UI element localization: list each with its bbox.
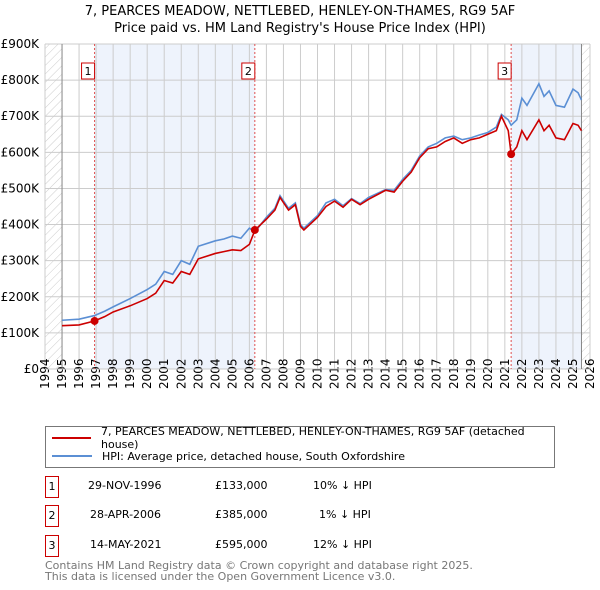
x-tick-label: 1996 xyxy=(72,358,86,389)
x-tick-label: 2024 xyxy=(549,358,563,389)
x-tick-label: 2006 xyxy=(242,358,256,389)
shade-period-3 xyxy=(511,44,582,369)
x-tick-label: 2002 xyxy=(174,358,188,389)
sale-point xyxy=(507,150,516,159)
sale-label-box xyxy=(241,62,256,80)
sale-row: 1 29-NOV-1996 £133,000 10% ↓ HPI xyxy=(45,476,445,498)
x-tick-label: 2008 xyxy=(276,358,290,389)
x-tick-label: 1997 xyxy=(89,358,103,389)
sale-row: 2 28-APR-2006 £385,000 1% ↓ HPI xyxy=(45,505,445,527)
sale-point xyxy=(250,225,259,234)
sale-row: 3 14-MAY-2021 £595,000 12% ↓ HPI xyxy=(45,535,445,557)
sale-label: 1 xyxy=(85,65,92,78)
y-tick-label: £100K xyxy=(1,326,41,340)
x-tick-label: 2007 xyxy=(259,358,273,389)
y-tick-label: £300K xyxy=(1,254,41,268)
x-tick-label: 2022 xyxy=(515,358,529,389)
x-tick-label: 2015 xyxy=(396,358,410,389)
x-tick-label: 2023 xyxy=(532,358,546,389)
hatch-before xyxy=(45,44,63,369)
legend-item-hpi: HPI: Average price, detached house, Sout… xyxy=(52,448,405,464)
sale-label: 2 xyxy=(245,65,252,78)
x-tick-label: 2009 xyxy=(293,358,307,389)
x-tick-label: 2000 xyxy=(140,358,154,389)
x-tick-label: 2014 xyxy=(379,358,393,389)
legend-item-property: 7, PEARCES MEADOW, NETTLEBED, HENLEY-ON-… xyxy=(52,425,554,451)
x-tick-label: 2020 xyxy=(481,358,495,389)
chart-title: 7, PEARCES MEADOW, NETTLEBED, HENLEY-ON-… xyxy=(84,4,516,36)
y-tick-label: £200K xyxy=(1,290,41,304)
y-tick-label: £900K xyxy=(1,37,41,51)
x-tick-label: 1999 xyxy=(123,358,137,389)
x-tick-label: 2025 xyxy=(566,358,580,389)
hatch-after xyxy=(581,44,590,369)
sale-point xyxy=(90,316,99,325)
x-tick-label: 2004 xyxy=(208,358,222,389)
x-tick-label: 1998 xyxy=(106,358,120,389)
x-tick-label: 2016 xyxy=(413,358,427,389)
sale-label: 3 xyxy=(501,65,508,78)
x-tick-label: 2017 xyxy=(430,358,444,389)
x-tick-label: 2019 xyxy=(464,358,478,389)
x-tick-label: 2005 xyxy=(225,358,239,389)
price-chart: 1994 1995 1996 1997 1998 1999 2000 2001 2002 2003… xyxy=(1,37,597,389)
x-tick-label: 2010 xyxy=(311,358,325,389)
x-tick-label: 2011 xyxy=(328,358,342,389)
legend: 7, PEARCES MEADOW, NETTLEBED, HENLEY-ON-… xyxy=(45,425,555,468)
x-tick-label: 1995 xyxy=(55,358,69,389)
y-tick-label: £700K xyxy=(1,109,41,123)
x-tick-label: 2018 xyxy=(447,358,461,389)
x-tick-label: 2001 xyxy=(157,358,171,389)
sale-label-box xyxy=(81,62,96,80)
shade-period-1 xyxy=(94,44,255,369)
y-tick-label: £500K xyxy=(1,181,41,195)
footer: Contains HM Land Registry data © Crown c… xyxy=(45,559,473,583)
y-tick-label: £600K xyxy=(1,145,41,159)
sale-label-box xyxy=(497,62,512,80)
x-tick-label: 2013 xyxy=(362,358,376,389)
x-tick-label: 2021 xyxy=(498,358,512,389)
y-tick-label: £800K xyxy=(1,73,41,87)
x-tick-label: 2003 xyxy=(191,358,205,389)
y-tick-label: £0 xyxy=(24,362,39,376)
property-price-line xyxy=(61,114,583,327)
x-tick-label: 2026 xyxy=(583,358,597,389)
y-tick-label: £400K xyxy=(1,218,41,232)
x-tick-label: 2012 xyxy=(345,358,359,389)
x-tick-label: 1994 xyxy=(38,358,52,389)
